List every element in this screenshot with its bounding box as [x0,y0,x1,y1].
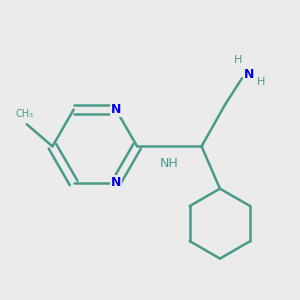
Text: NH: NH [160,158,179,170]
Text: H: H [234,55,242,65]
Text: CH₃: CH₃ [16,109,34,119]
Text: N: N [111,176,121,190]
Text: N: N [111,103,121,116]
Text: N: N [244,68,254,81]
Text: H: H [257,77,265,87]
